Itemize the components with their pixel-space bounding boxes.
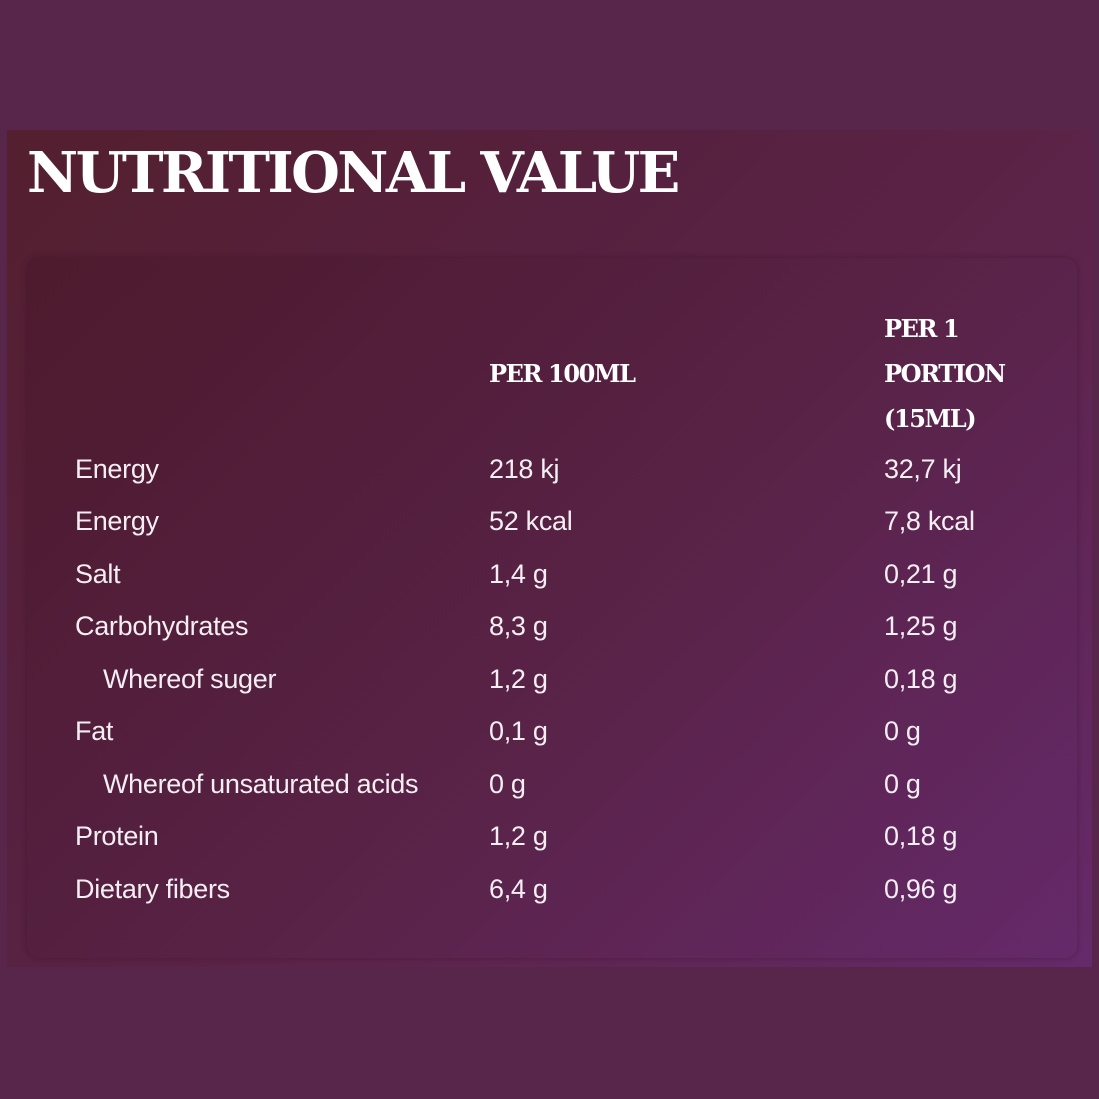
- row-value-per-100ml: 8,3 g: [489, 611, 548, 641]
- table-row-sugar: Whereof suger 1,2 g 0,18 g: [27, 653, 1077, 705]
- table-row-salt: Salt 1,4 g 0,21 g: [27, 548, 1077, 600]
- row-value-per-100ml: 0 g: [489, 769, 526, 799]
- column-header-per-portion: PER 1 PORTION (15ML): [884, 306, 1006, 441]
- row-label: Energy: [75, 506, 159, 536]
- row-value-per-portion: 0,21 g: [884, 559, 958, 589]
- row-label: Fat: [75, 716, 114, 746]
- row-label: Whereof suger: [103, 664, 277, 694]
- row-value-per-100ml: 52 kcal: [489, 506, 573, 536]
- nutrition-table: PER 100ML PER 1 PORTION (15ML) Energy 21…: [27, 258, 1077, 958]
- column-header-per-portion-line2: PORTION: [884, 359, 1006, 388]
- row-value-per-portion: 0 g: [884, 769, 921, 799]
- row-label: Protein: [75, 821, 159, 851]
- row-value-per-100ml: 1,2 g: [489, 664, 548, 694]
- table-row-energy-kcal: Energy 52 kcal 7,8 kcal: [27, 495, 1077, 547]
- row-label: Salt: [75, 559, 121, 589]
- row-value-per-portion: 32,7 kj: [884, 454, 962, 484]
- row-label: Carbohydrates: [75, 611, 249, 641]
- row-value-per-portion: 0 g: [884, 716, 921, 746]
- row-label: Energy: [75, 454, 159, 484]
- row-value-per-100ml: 0,1 g: [489, 716, 548, 746]
- row-value-per-portion: 0,18 g: [884, 821, 958, 851]
- row-label: Dietary fibers: [75, 874, 230, 904]
- row-value-per-portion: 7,8 kcal: [884, 506, 975, 536]
- column-header-per-portion-line3: (15ML): [884, 404, 977, 433]
- page-title: NUTRITIONAL VALUE: [27, 140, 680, 206]
- table-row-fat: Fat 0,1 g 0 g: [27, 705, 1077, 757]
- row-label: Whereof unsaturated acids: [103, 769, 419, 799]
- row-value-per-100ml: 1,4 g: [489, 559, 548, 589]
- table-row-unsaturated-acids: Whereof unsaturated acids 0 g 0 g: [27, 758, 1077, 810]
- column-header-per-100ml: PER 100ML: [489, 359, 636, 388]
- row-value-per-100ml: 6,4 g: [489, 874, 548, 904]
- column-header-per-portion-line1: PER 1: [884, 314, 960, 343]
- nutrition-panel: NUTRITIONAL VALUE PER 100ML PER 1 PORTIO…: [7, 130, 1092, 967]
- table-row-energy-kj: Energy 218 kj 32,7 kj: [27, 443, 1077, 495]
- row-value-per-portion: 0,96 g: [884, 874, 958, 904]
- table-row-dietary-fibers: Dietary fibers 6,4 g 0,96 g: [27, 863, 1077, 915]
- table-row-protein: Protein 1,2 g 0,18 g: [27, 810, 1077, 862]
- row-value-per-100ml: 218 kj: [489, 454, 560, 484]
- table-row-carbohydrates: Carbohydrates 8,3 g 1,25 g: [27, 600, 1077, 652]
- row-value-per-portion: 1,25 g: [884, 611, 958, 641]
- row-value-per-portion: 0,18 g: [884, 664, 958, 694]
- row-value-per-100ml: 1,2 g: [489, 821, 548, 851]
